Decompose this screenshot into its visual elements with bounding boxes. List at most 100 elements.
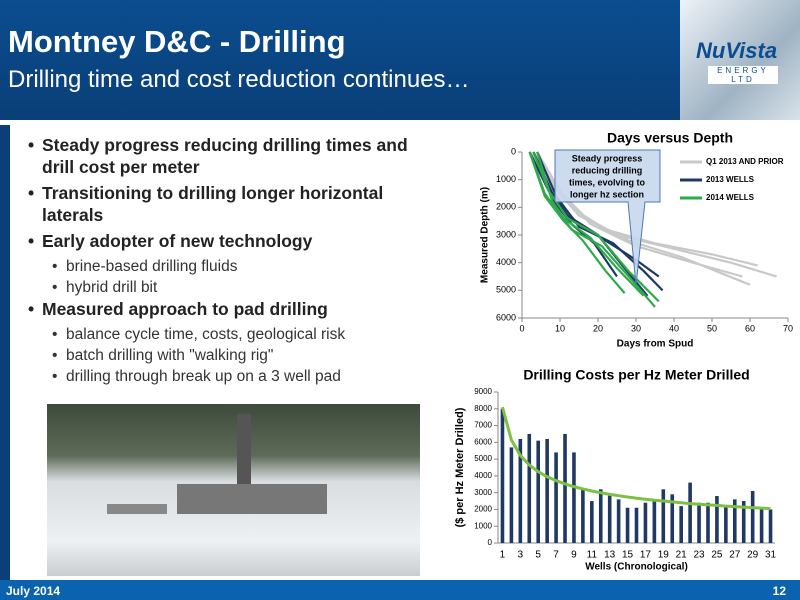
annotation: longer hz section <box>570 189 644 199</box>
photo <box>47 404 420 576</box>
x-tick-label: 50 <box>707 323 717 333</box>
logo-name: NuVista <box>696 38 778 63</box>
sub-bullet: hybrid drill bit <box>24 277 444 298</box>
pad <box>177 484 327 514</box>
footer-date: July 2014 <box>6 584 61 598</box>
bar <box>581 489 585 543</box>
x-tick-label: 30 <box>631 323 641 333</box>
x-tick-label: 60 <box>745 323 755 333</box>
bar <box>643 502 648 543</box>
y-tick-label: 0 <box>488 538 493 547</box>
y-axis-label: Measured Depth (m) <box>480 187 491 283</box>
bar <box>518 438 523 543</box>
y-tick-label: 9000 <box>474 387 492 396</box>
header: Montney D&C - Drilling Drilling time and… <box>0 0 680 120</box>
x-tick-label: 31 <box>765 550 777 561</box>
bar <box>652 499 657 543</box>
legend-label: 2013 WELLS <box>706 175 755 184</box>
x-tick-label: 13 <box>604 550 616 561</box>
bar <box>500 408 505 543</box>
y-tick-label: 5000 <box>474 454 492 463</box>
bar <box>509 447 514 543</box>
x-tick-label: 1 <box>500 550 506 561</box>
x-tick-label: 5 <box>535 550 541 561</box>
y-tick-label: 0 <box>511 146 516 156</box>
y-tick-label: 6000 <box>474 437 492 446</box>
title: Montney D&C - Drilling <box>8 24 346 59</box>
x-tick-label: 20 <box>593 323 603 333</box>
x-tick-label: 23 <box>693 550 705 561</box>
sub-bullet: drilling through break up on a 3 well pa… <box>24 366 444 387</box>
y-tick-label: 1000 <box>496 174 516 184</box>
bar <box>688 482 692 543</box>
bar <box>545 438 549 543</box>
subtitle: Drilling time and cost reduction continu… <box>8 66 470 93</box>
x-tick-label: 21 <box>676 550 688 561</box>
side-strip <box>0 125 10 580</box>
bullet-list: Steady progress reducing drilling times … <box>24 134 444 387</box>
bar <box>732 499 737 543</box>
bar <box>607 494 612 543</box>
y-tick-label: 4000 <box>474 471 492 480</box>
annotation: Steady progress <box>572 153 643 163</box>
bar <box>741 501 746 543</box>
building <box>107 504 167 514</box>
logo-sub: ENERGY LTD <box>708 66 778 84</box>
bar <box>768 509 773 543</box>
x-tick-label: 3 <box>518 550 524 561</box>
sub-bullet: batch drilling with "walking rig" <box>24 345 444 366</box>
annotation: times, evolving to <box>569 177 646 187</box>
legend-label: Q1 2013 AND PRIOR <box>706 157 784 166</box>
bar <box>616 499 621 543</box>
x-tick-label: 19 <box>658 550 670 561</box>
y-tick-label: 2000 <box>474 505 492 514</box>
rig <box>237 414 251 504</box>
bar <box>715 496 719 543</box>
x-tick-label: 40 <box>669 323 679 333</box>
trend-line <box>501 406 771 511</box>
bar <box>554 452 558 543</box>
logo: NuVista ENERGY LTD <box>680 0 800 120</box>
sub-bullet: balance cycle time, costs, geological ri… <box>24 324 444 345</box>
bar <box>563 433 567 543</box>
y-tick-label: 3000 <box>474 488 492 497</box>
x-tick-label: 0 <box>519 323 524 333</box>
y-axis-label: ($ per Hz Meter Drilled) <box>454 407 466 527</box>
bar <box>634 507 639 543</box>
bar <box>724 506 728 543</box>
bar <box>598 489 603 543</box>
bullet: Steady progress reducing drilling times … <box>24 134 444 178</box>
bar <box>679 506 683 543</box>
x-axis-label: Days from Spud <box>617 339 694 350</box>
bullet: Measured approach to pad drilling <box>24 298 444 320</box>
y-tick-label: 7000 <box>474 421 492 430</box>
x-tick-label: 7 <box>553 550 559 561</box>
x-tick-label: 29 <box>747 550 759 561</box>
annotation: reducing drilling <box>572 165 643 175</box>
x-tick-label: 9 <box>571 550 577 561</box>
bar <box>625 507 630 543</box>
x-tick-label: 70 <box>783 323 793 333</box>
x-axis-label: Wells (Chronological) <box>585 562 688 573</box>
y-tick-label: 4000 <box>496 257 516 267</box>
bar <box>527 433 532 543</box>
x-tick-label: 27 <box>729 550 741 561</box>
bar <box>661 489 666 543</box>
bar <box>750 490 755 543</box>
footer: July 2014 12 <box>0 580 800 600</box>
bar <box>572 452 576 543</box>
callout <box>554 149 661 286</box>
bullet: Early adopter of new technology <box>24 230 444 252</box>
legend-label: 2014 WELLS <box>706 193 755 202</box>
y-tick-label: 1000 <box>474 521 492 530</box>
y-tick-label: 5000 <box>496 285 516 295</box>
x-tick-label: 17 <box>640 550 652 561</box>
bar <box>697 502 701 543</box>
bar <box>536 440 541 543</box>
y-tick-label: 8000 <box>474 404 492 413</box>
sub-bullet: brine-based drilling fluids <box>24 256 444 277</box>
page-number: 12 <box>772 584 786 598</box>
photo-art <box>107 414 327 514</box>
